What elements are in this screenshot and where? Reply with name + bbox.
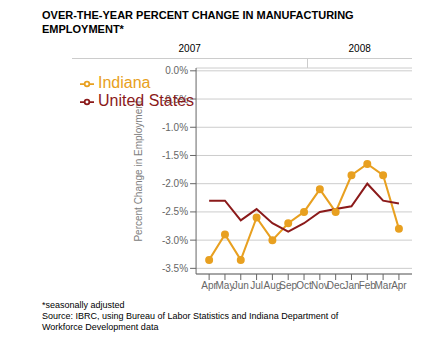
svg-text:-1.0%: -1.0%	[162, 122, 188, 133]
svg-text:0.0%: 0.0%	[165, 65, 188, 76]
svg-text:-2.0%: -2.0%	[162, 178, 188, 189]
svg-text:Jul: Jul	[250, 280, 263, 291]
svg-text:Apr: Apr	[391, 280, 407, 291]
svg-text:May: May	[216, 280, 235, 291]
svg-text:Jan: Jan	[343, 280, 359, 291]
svg-text:-2.5%: -2.5%	[162, 206, 188, 217]
svg-text:Mar: Mar	[374, 280, 392, 291]
svg-text:Dec: Dec	[327, 280, 345, 291]
svg-text:-3.0%: -3.0%	[162, 235, 188, 246]
svg-text:Percent Change in Employment: Percent Change in Employment	[133, 100, 144, 241]
svg-text:-3.5%: -3.5%	[162, 263, 188, 274]
svg-text:-1.5%: -1.5%	[162, 150, 188, 161]
svg-text:Sep: Sep	[279, 280, 297, 291]
svg-text:Jun: Jun	[233, 280, 249, 291]
svg-text:-0.5%: -0.5%	[162, 94, 188, 105]
svg-text:Oct: Oct	[296, 280, 312, 291]
